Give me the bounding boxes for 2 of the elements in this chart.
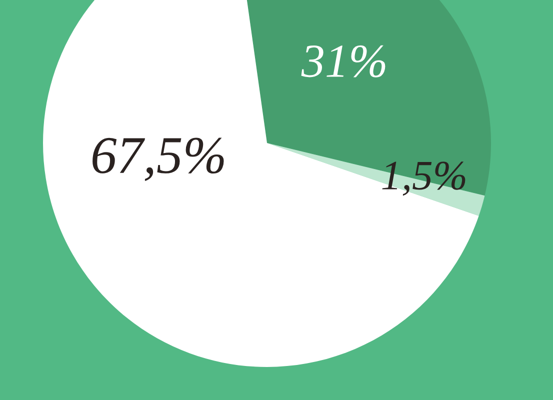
data-label: 31% bbox=[301, 45, 386, 78]
data-label: 67,5% bbox=[92, 138, 224, 181]
